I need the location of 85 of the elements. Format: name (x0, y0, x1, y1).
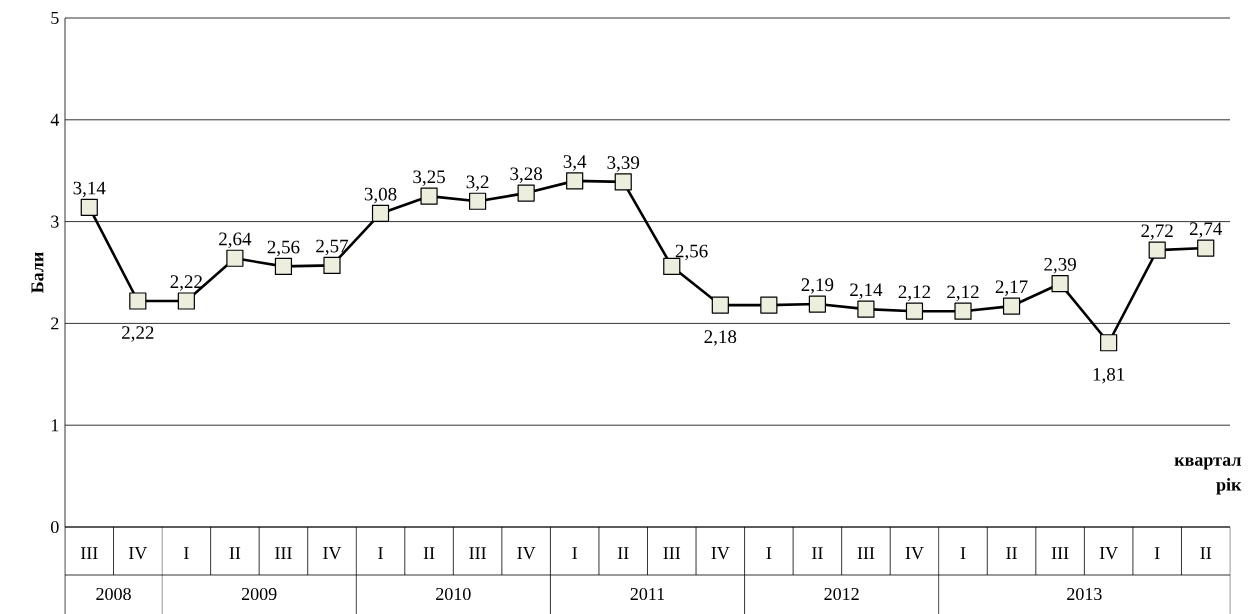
point (226, 249, 244, 267)
data-label: 2,72 (1141, 224, 1173, 240)
data-label: 2,12 (898, 285, 931, 301)
point (129, 292, 147, 310)
data-label: 2,22 (170, 275, 202, 291)
data-label: 2,18 (704, 330, 737, 346)
x-tick-label: III (80, 547, 98, 560)
annotation: квартал (1174, 457, 1241, 470)
data-label: 2,64 (219, 232, 252, 249)
x-tick-label: II (423, 547, 435, 560)
text: 2010 (436, 587, 471, 601)
y-tick-label: 5 (51, 12, 59, 24)
point (954, 302, 972, 320)
y-axis-title: Бали (31, 252, 44, 293)
x-tick-label: II (1006, 547, 1017, 560)
x-tick-label: I (766, 547, 772, 560)
x-tick-label: III (469, 547, 486, 560)
x-tick-label: IV (1099, 547, 1118, 560)
x-tick-label: I (184, 547, 189, 560)
point (274, 257, 293, 275)
text: 2012 (824, 587, 859, 601)
data-label: 2,74 (1189, 222, 1223, 238)
point (517, 184, 535, 202)
x-tick-label: IV (905, 547, 924, 560)
x-tick-label: IV (128, 547, 148, 560)
point (808, 295, 826, 313)
data-label: 3,2 (466, 175, 489, 192)
point (566, 172, 584, 190)
data-label: 3,25 (413, 170, 445, 186)
x-tick-label: III (275, 547, 292, 560)
point (905, 302, 924, 320)
point (177, 292, 195, 310)
point (1100, 334, 1118, 352)
data-label: 3,14 (73, 181, 106, 198)
text: 2013 (1067, 587, 1102, 601)
text: 2009 (241, 587, 277, 601)
x-tick-label: I (960, 547, 966, 560)
x-tick-label: I (378, 547, 383, 560)
data-label: 2,56 (675, 244, 708, 261)
data-label: 2,17 (995, 280, 1028, 296)
point (80, 198, 98, 216)
data-label: 3,28 (510, 167, 543, 183)
data-label: 3,08 (364, 187, 397, 204)
data-label: 2,56 (267, 240, 300, 257)
x-tick-label: II (617, 547, 629, 560)
y-tick-label: 4 (50, 113, 60, 126)
x-tick-label: II (1200, 547, 1212, 560)
point (1197, 239, 1215, 257)
point (469, 192, 487, 210)
x-tick-label: III (1051, 547, 1069, 560)
point (857, 300, 875, 318)
x-tick-label: IV (323, 547, 342, 560)
point (371, 204, 390, 223)
data-label: 2,39 (1044, 258, 1076, 274)
point (1148, 241, 1166, 259)
text: 2011 (630, 587, 665, 601)
data-label: 3,4 (563, 155, 587, 171)
x-tick-label: II (229, 547, 241, 560)
x-tick-label: IV (517, 547, 536, 560)
annotation: рік (1216, 478, 1242, 495)
point (711, 296, 729, 314)
data-label: 2,22 (122, 326, 154, 342)
text: 2008 (96, 587, 131, 601)
y-tick-label: 3 (51, 215, 59, 228)
x-tick-label: I (1154, 547, 1160, 560)
data-label: 2,12 (947, 285, 979, 301)
point (760, 296, 778, 314)
y-tick-label: 1 (51, 419, 59, 432)
data-label: 2,57 (316, 239, 349, 256)
data-label: 3,39 (607, 156, 640, 172)
x-tick-label: IV (711, 547, 730, 560)
x-tick-label: III (663, 547, 681, 560)
point (614, 173, 632, 191)
point (1002, 297, 1021, 315)
x-tick-label: III (857, 547, 875, 560)
y-tick-label: 0 (51, 520, 59, 534)
data-label: 1,81 (1093, 367, 1125, 384)
x-tick-label: I (572, 547, 578, 560)
x-tick-label: II (812, 547, 823, 560)
y-tick-label: 2 (51, 317, 59, 330)
point (420, 187, 438, 205)
point (323, 256, 341, 274)
data-label: 2,14 (850, 283, 883, 299)
data-label: 2,19 (801, 278, 834, 294)
point (1051, 275, 1069, 293)
